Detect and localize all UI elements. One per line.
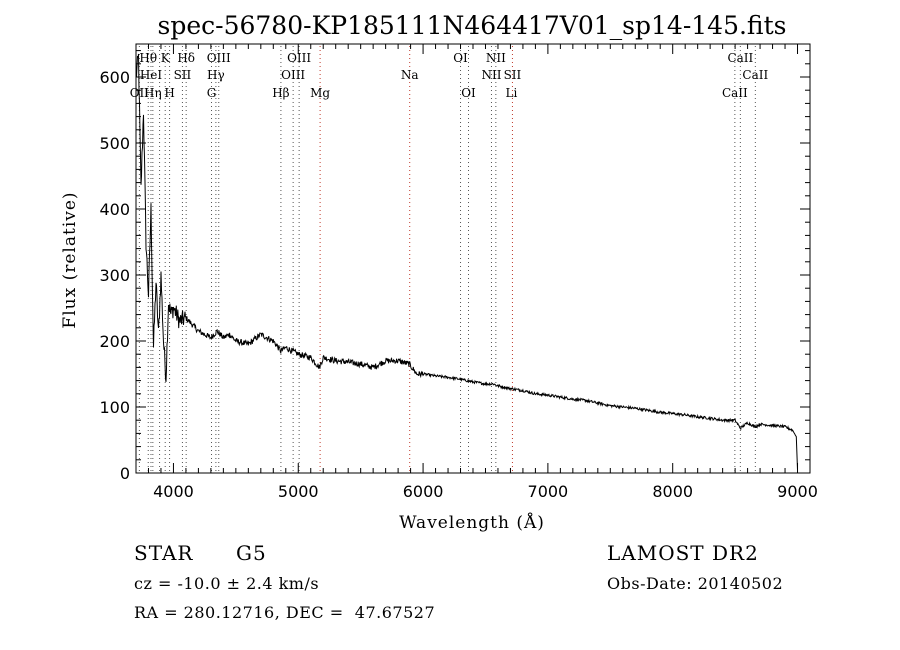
spectrum-line bbox=[135, 53, 798, 470]
line-label: Hβ bbox=[272, 86, 289, 100]
x-axis-ticks: 4000 5000 6000 7000 8000 9000 bbox=[135, 44, 818, 501]
y-axis-ticks: 0 100 200 300 400 500 600 bbox=[99, 50, 810, 483]
spectral-line-markers bbox=[138, 46, 756, 473]
line-label: Hγ bbox=[207, 68, 225, 82]
y-axis-label: Flux (relative) bbox=[60, 191, 80, 328]
line-label: Na bbox=[401, 68, 419, 82]
line-label: Mg bbox=[310, 86, 330, 100]
line-label: OI bbox=[453, 51, 468, 65]
line-label: HeI bbox=[140, 68, 163, 82]
x-tick-label: 9000 bbox=[777, 482, 818, 501]
line-label: OI bbox=[461, 86, 476, 100]
line-label: NII bbox=[481, 68, 501, 82]
object-subclass: G5 bbox=[236, 541, 267, 565]
redshift-cz: cz = -10.0 ± 2.4 km/s bbox=[134, 574, 320, 593]
line-label: OIII bbox=[207, 51, 231, 65]
line-label: SII bbox=[504, 68, 522, 82]
y-tick-label: 600 bbox=[99, 68, 130, 87]
y-tick-label: 400 bbox=[99, 200, 130, 219]
survey-name: LAMOST DR2 bbox=[607, 541, 759, 565]
x-tick-label: 5000 bbox=[278, 482, 319, 501]
line-label: H bbox=[164, 86, 174, 100]
line-label: Li bbox=[506, 86, 518, 100]
line-label: G bbox=[207, 86, 217, 100]
coordinates: RA = 280.12716, DEC = 47.67527 bbox=[134, 603, 436, 622]
x-axis-label: Wavelength (Å) bbox=[399, 512, 545, 533]
chart-title: spec-56780-KP185111N464417V01_sp14-145.f… bbox=[158, 11, 787, 40]
line-label: OIII bbox=[287, 51, 311, 65]
line-label: CaII bbox=[722, 86, 748, 100]
line-label: SII bbox=[174, 68, 192, 82]
line-label: CaII bbox=[742, 68, 768, 82]
x-tick-label: 7000 bbox=[528, 482, 569, 501]
object-type: STAR bbox=[134, 541, 194, 565]
y-tick-label: 300 bbox=[99, 266, 130, 285]
plot-frame bbox=[135, 43, 811, 474]
x-tick-label: 4000 bbox=[153, 482, 194, 501]
line-label: NII bbox=[486, 51, 506, 65]
line-label: Hη bbox=[144, 86, 162, 100]
x-tick-label: 6000 bbox=[403, 482, 444, 501]
line-label: Hθ bbox=[139, 51, 157, 65]
observation-date: Obs-Date: 20140502 bbox=[607, 574, 784, 593]
y-tick-label: 0 bbox=[120, 464, 130, 483]
y-tick-label: 200 bbox=[99, 332, 130, 351]
y-tick-label: 100 bbox=[99, 398, 130, 417]
x-tick-label: 8000 bbox=[652, 482, 693, 501]
line-label: Hδ bbox=[177, 51, 195, 65]
line-label: OIII bbox=[281, 68, 305, 82]
y-tick-label: 500 bbox=[99, 134, 130, 153]
line-label: CaII bbox=[727, 51, 753, 65]
line-label: K bbox=[161, 51, 171, 65]
